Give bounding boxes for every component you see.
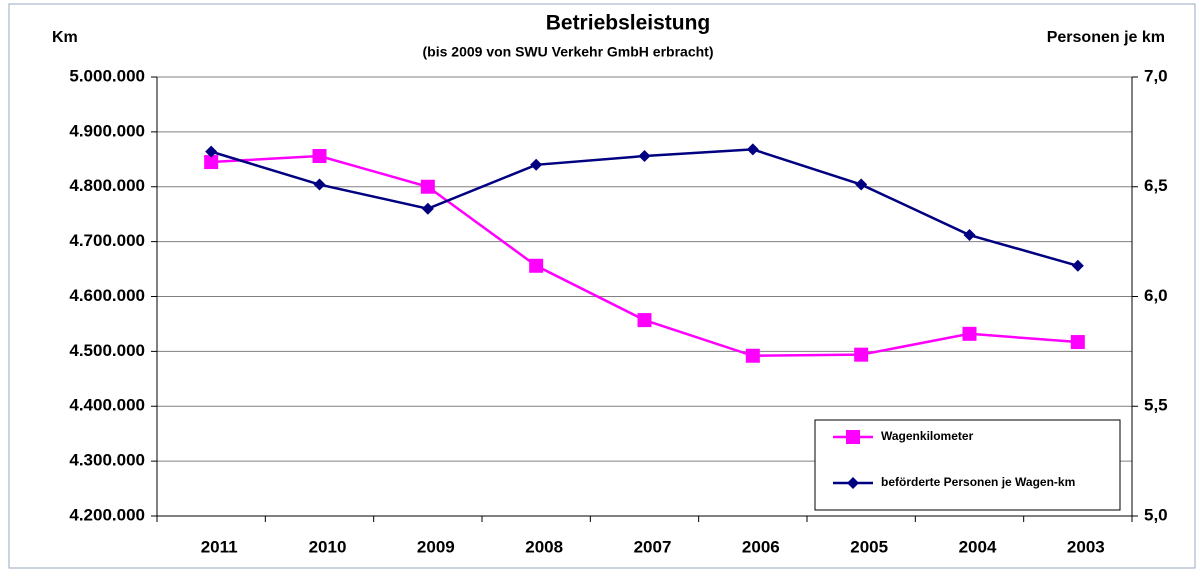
marker [855,178,868,191]
x-tick-label: 2009 [417,537,455,556]
marker [1070,335,1085,350]
marker [963,229,976,242]
marker [529,258,544,273]
marker [1071,259,1084,272]
y-tick-label: 4.700.000 [69,231,145,250]
x-tick-label: 2005 [850,537,888,556]
marker [420,179,435,194]
x-tick-label: 2003 [1067,537,1105,556]
marker [638,150,651,163]
y2-tick-label: 5,0 [1144,505,1168,524]
y2-tick-label: 7,0 [1144,66,1168,85]
marker [204,155,219,170]
x-tick-label: 2006 [742,537,780,556]
y-tick-label: 4.400.000 [69,396,145,415]
y-tick-label: 4.500.000 [69,341,145,360]
chart-subtitle: (bis 2009 von SWU Verkehr GmbH erbracht) [423,44,714,60]
x-tick-label: 2004 [959,537,997,556]
x-tick-label: 2007 [634,537,672,556]
marker [854,347,869,362]
chart-title: Betriebsleistung [546,12,711,35]
marker [962,326,977,341]
legend-label: Wagenkilometer [881,429,974,443]
legend-box [814,419,1121,511]
x-tick-label: 2011 [201,537,238,556]
marker [421,202,434,215]
legend-label: beförderte Personen je Wagen-km [881,475,1075,489]
y-axis-label: Km [52,29,78,46]
y2-axis-label: Personen je km [1047,29,1165,46]
y-tick-label: 4.200.000 [69,505,145,524]
marker [746,143,759,156]
marker [205,145,218,158]
y-tick-label: 4.800.000 [69,176,145,195]
marker [313,178,326,191]
marker [312,149,327,164]
y-tick-label: 4.600.000 [69,286,145,305]
marker [530,158,543,171]
x-tick-label: 2008 [525,537,563,556]
y-tick-label: 5.000.000 [69,66,145,85]
marker [745,348,760,363]
y2-tick-label: 6,5 [1144,176,1168,195]
y-tick-label: 4.900.000 [69,121,145,140]
marker [637,313,652,328]
marker [846,430,860,444]
marker [847,477,859,489]
x-tick-label: 2010 [309,537,347,556]
y-tick-label: 4.300.000 [69,451,145,470]
y2-tick-label: 6,0 [1144,286,1168,305]
y2-tick-label: 5,5 [1144,396,1168,415]
